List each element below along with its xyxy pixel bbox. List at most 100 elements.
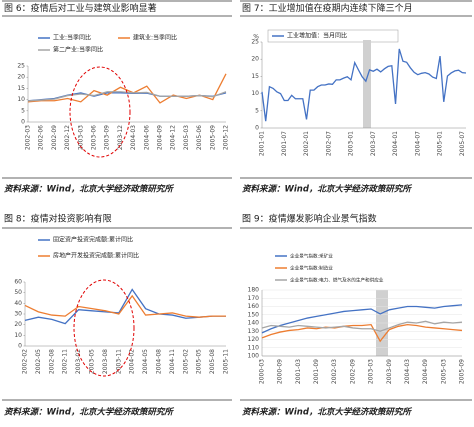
x-tick-label: 2004-07: [414, 131, 421, 156]
legend-label: 企业景气指数:电力、燃气及水的生产和供应业: [290, 277, 384, 284]
x-tick-label: 2001-03: [295, 359, 302, 384]
x-tick-label: 2004-03: [130, 125, 137, 150]
y-tick-label: 20: [17, 74, 25, 81]
y-tick-label: 15: [251, 73, 259, 80]
x-tick-label: 2003-11: [115, 349, 122, 374]
x-tick-label: 2002-02: [22, 349, 29, 374]
x-tick-label: 2005-07: [459, 131, 466, 156]
x-tick-label: 2005-06: [196, 125, 203, 150]
y-tick-label: 60: [14, 279, 22, 286]
y-tick-label: 50: [14, 289, 22, 296]
x-tick-label: 2005-08: [209, 349, 216, 374]
series-line: [261, 320, 463, 332]
x-tick-label: 2005-09: [459, 359, 466, 384]
x-tick-label: 2005-03: [183, 125, 190, 150]
x-tick-label: 2001-01: [259, 131, 266, 156]
y-tick-label: 5: [255, 107, 259, 114]
y-tick-label: 150: [248, 311, 260, 318]
x-tick-label: 2004-11: [169, 349, 176, 374]
series-line: [261, 48, 467, 122]
series-line: [24, 288, 226, 325]
source-note: 资料来源：Wind，北京大学经济政策研究所: [242, 407, 412, 418]
x-tick-label: 2005-09: [209, 125, 216, 150]
y-tick-label: 25: [251, 39, 259, 46]
x-tick-label: 2004-01: [392, 131, 399, 156]
y-tick-label: 170: [248, 295, 260, 302]
figure-title: 图 6：疫情后对工业与建筑业影响显著: [4, 2, 157, 14]
figure-title: 图 9：疫情爆发影响企业景气指数: [242, 213, 377, 225]
series-line: [261, 304, 463, 334]
y-tick-label: 15: [17, 85, 25, 92]
series-line: [27, 73, 227, 104]
x-tick-label: 2002-03: [25, 125, 32, 150]
x-tick-label: 2004-12: [170, 125, 177, 150]
x-tick-label: 2002-01: [303, 131, 310, 156]
x-tick-label: 2002-05: [35, 349, 42, 374]
x-tick-label: 2005-12: [223, 125, 230, 150]
x-tick-label: 2002-09: [349, 359, 356, 384]
series-line: [261, 323, 463, 343]
y-tick-label: 10: [14, 332, 22, 339]
x-tick-label: 2003-08: [102, 349, 109, 374]
source-note: 资料来源：Wind，北京大学经济政策研究所: [242, 184, 412, 195]
y-tick-label: 5: [21, 107, 25, 114]
x-tick-label: 2003-07: [370, 131, 377, 156]
x-tick-label: 2003-05: [89, 349, 96, 374]
y-tick-label: 100: [248, 353, 260, 360]
legend-label: 固定资产投资完成额:累计同比: [53, 236, 133, 244]
y-tick-label: 10: [251, 90, 259, 97]
y-tick-label: 0: [18, 343, 22, 350]
legend-label: 工业:当季同比: [53, 34, 91, 42]
x-tick-label: 2002-03: [331, 359, 338, 384]
x-tick-label: 2001-07: [281, 131, 288, 156]
x-tick-label: 2002-11: [62, 349, 69, 374]
x-tick-label: 2001-09: [313, 359, 320, 384]
legend-label: 企业景气指数:采矿业: [290, 253, 333, 260]
x-tick-label: 2003-06: [91, 125, 98, 150]
y-tick-label: 20: [251, 56, 259, 63]
y-tick-label: 0: [21, 119, 25, 126]
highlight-ellipse: [69, 66, 131, 158]
source-note: 资料来源：Wind，北京大学经济政策研究所: [4, 184, 174, 195]
x-tick-label: 2003-03: [77, 125, 84, 150]
frames: [2, 0, 472, 401]
x-tick-label: 2004-06: [143, 125, 150, 150]
legend-label: 工业增加值：当月同比: [287, 32, 347, 40]
x-tick-label: 2004-09: [422, 359, 429, 384]
x-tick-label: 2005-02: [182, 349, 189, 374]
y-unit: %: [253, 34, 259, 41]
x-tick-label: 2002-08: [48, 349, 55, 374]
x-tick-label: 2003-12: [117, 125, 124, 150]
x-tick-label: 2002-07: [325, 131, 332, 156]
legend-label: 第二产业:当季同比: [53, 46, 103, 54]
x-tick-label: 2000-03: [259, 359, 266, 384]
y-tick-label: 160: [248, 303, 260, 310]
x-tick-label: 2004-09: [157, 125, 164, 150]
y-tick-label: 0: [255, 125, 259, 132]
highlight-band: [363, 40, 371, 128]
x-tick-label: 2005-11: [223, 349, 230, 374]
y-tick-label: 180: [248, 287, 260, 294]
x-tick-label: 2002-09: [51, 125, 58, 150]
x-tick-label: 2003-09: [104, 125, 111, 150]
x-tick-label: 2003-03: [368, 359, 375, 384]
x-tick-label: 2005-01: [437, 131, 444, 156]
series-line: [24, 294, 226, 318]
y-tick-label: 120: [248, 336, 260, 343]
x-tick-label: 2004-03: [404, 359, 411, 384]
x-tick-label: 2004-02: [129, 349, 136, 374]
legend-label: 房地产开发投资完成额:累计同比: [53, 252, 139, 260]
y-tick-label: 10: [17, 96, 25, 103]
x-tick-label: 2002-12: [64, 125, 71, 150]
y-tick-label: 20: [14, 321, 22, 328]
legend-label: 企业景气指数:制造业: [290, 265, 333, 272]
y-tick-label: 130: [248, 328, 260, 335]
y-tick-label: 30: [14, 311, 22, 318]
legend-box: [267, 29, 399, 43]
highlight-ellipse: [73, 279, 135, 377]
x-tick-label: 2003-01: [348, 131, 355, 156]
y-tick-label: 110: [248, 344, 260, 351]
x-tick-label: 2004-08: [156, 349, 163, 374]
